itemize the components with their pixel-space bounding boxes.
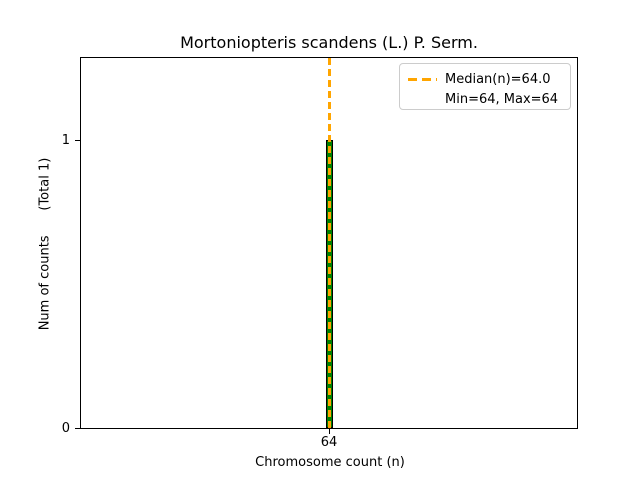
legend-label-minmax: Min=64, Max=64 — [445, 91, 559, 107]
x-axis-label: Chromosome count (n) — [255, 455, 405, 470]
chart-title: Mortoniopteris scandens (L.) P. Serm. — [180, 33, 478, 52]
y-tick-mark-0 — [75, 428, 80, 429]
median-line — [328, 58, 331, 428]
legend: Median(n)=64.0 Min=64, Max=64 — [399, 63, 571, 110]
legend-entry-minmax: Min=64, Max=64 — [408, 90, 562, 108]
y-axis-label: Num of counts (Total 1) — [37, 157, 53, 331]
legend-entry-median: Median(n)=64.0 — [408, 70, 562, 88]
x-tick-mark-64 — [329, 429, 330, 434]
empty-legend-handle — [408, 98, 437, 101]
plot-area — [80, 57, 578, 429]
y-tick-mark-1 — [75, 140, 80, 141]
median-dashed-line-icon — [408, 77, 437, 81]
y-tick-label-0: 0 — [61, 421, 70, 436]
legend-label-median: Median(n)=64.0 — [445, 71, 551, 87]
y-tick-label-1: 1 — [61, 133, 70, 148]
x-tick-label-64: 64 — [320, 435, 338, 450]
